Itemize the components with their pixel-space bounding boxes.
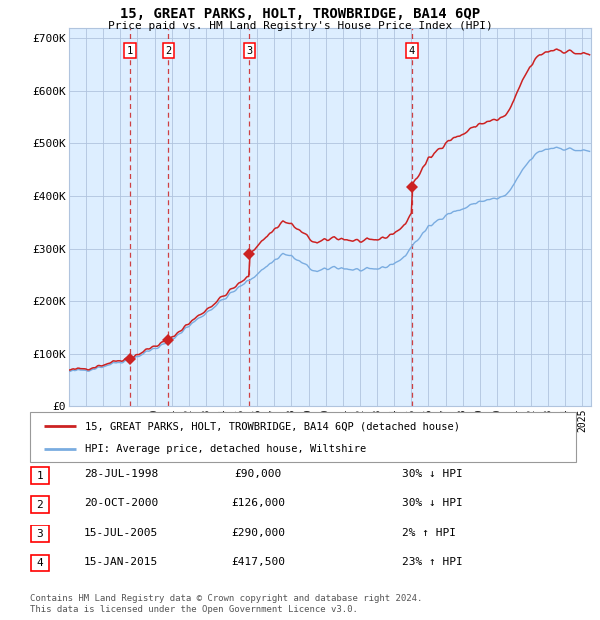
Text: 4: 4 [409, 46, 415, 56]
FancyBboxPatch shape [31, 526, 49, 542]
Text: £290,000: £290,000 [231, 528, 285, 538]
Text: 30% ↓ HPI: 30% ↓ HPI [402, 469, 463, 479]
Text: 15-JUL-2005: 15-JUL-2005 [84, 528, 158, 538]
Text: 15-JAN-2015: 15-JAN-2015 [84, 557, 158, 567]
Text: 23% ↑ HPI: 23% ↑ HPI [402, 557, 463, 567]
Text: 3: 3 [246, 46, 253, 56]
FancyBboxPatch shape [31, 496, 49, 513]
Text: Contains HM Land Registry data © Crown copyright and database right 2024.
This d: Contains HM Land Registry data © Crown c… [30, 595, 422, 614]
Text: 3: 3 [37, 529, 43, 539]
Text: Price paid vs. HM Land Registry's House Price Index (HPI): Price paid vs. HM Land Registry's House … [107, 21, 493, 31]
FancyBboxPatch shape [30, 412, 576, 462]
Text: 1: 1 [37, 471, 43, 480]
Text: £126,000: £126,000 [231, 498, 285, 508]
Text: 20-OCT-2000: 20-OCT-2000 [84, 498, 158, 508]
Text: 2: 2 [165, 46, 172, 56]
Text: £417,500: £417,500 [231, 557, 285, 567]
Text: HPI: Average price, detached house, Wiltshire: HPI: Average price, detached house, Wilt… [85, 444, 366, 454]
FancyBboxPatch shape [31, 467, 49, 484]
Text: 2% ↑ HPI: 2% ↑ HPI [402, 528, 456, 538]
Text: 1: 1 [127, 46, 133, 56]
FancyBboxPatch shape [31, 555, 49, 572]
Text: 2: 2 [37, 500, 43, 510]
Text: 4: 4 [37, 558, 43, 568]
Text: 15, GREAT PARKS, HOLT, TROWBRIDGE, BA14 6QP (detached house): 15, GREAT PARKS, HOLT, TROWBRIDGE, BA14 … [85, 421, 460, 431]
Text: 15, GREAT PARKS, HOLT, TROWBRIDGE, BA14 6QP: 15, GREAT PARKS, HOLT, TROWBRIDGE, BA14 … [120, 7, 480, 22]
Text: 30% ↓ HPI: 30% ↓ HPI [402, 498, 463, 508]
Text: 28-JUL-1998: 28-JUL-1998 [84, 469, 158, 479]
Text: £90,000: £90,000 [235, 469, 281, 479]
